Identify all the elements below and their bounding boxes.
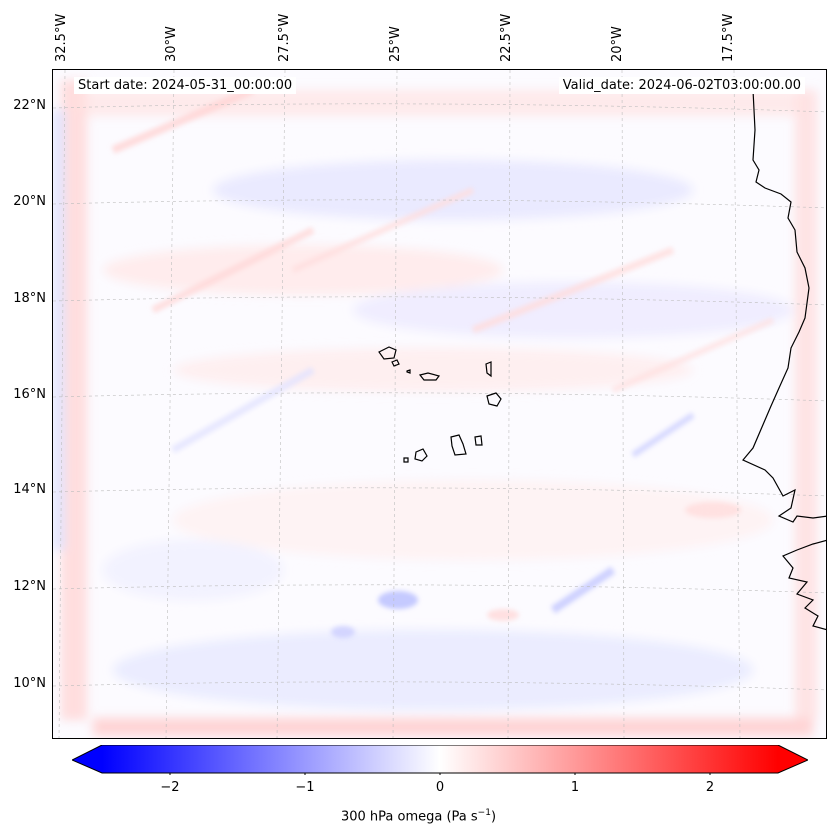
colorbar-outline xyxy=(72,745,808,774)
colorbar-ticks xyxy=(169,773,711,775)
island-maio xyxy=(474,435,483,446)
island-sao-vicente xyxy=(391,359,400,367)
spot-pos-1 xyxy=(487,609,519,621)
graticule xyxy=(53,70,826,738)
parallel-20n xyxy=(53,199,826,209)
spot-neg-2 xyxy=(331,626,355,638)
meridian-30w xyxy=(165,70,175,738)
blob-neg-south xyxy=(113,630,753,710)
lon-label-25w: 25°W xyxy=(388,26,403,62)
meridian-20w xyxy=(621,70,625,738)
island-brava xyxy=(403,457,409,463)
boundary-band-east xyxy=(795,90,817,720)
streak-pos-2 xyxy=(151,226,315,314)
cape-verde-islands xyxy=(378,346,502,463)
streak-pos-5 xyxy=(611,317,775,393)
island-fogo xyxy=(414,448,428,462)
colorbar-extend-max xyxy=(778,745,808,773)
lon-label-32-5w: 32.5°W xyxy=(54,13,69,62)
island-sao-nicolau xyxy=(418,372,441,381)
blob-pos-2 xyxy=(173,348,693,392)
parallel-18n xyxy=(53,296,826,306)
parallel-22n xyxy=(53,103,826,113)
meridian-22-5w xyxy=(507,70,511,738)
colorbar-extend-min xyxy=(72,745,102,773)
streak-pos-1 xyxy=(111,86,255,154)
island-boa-vista xyxy=(486,392,502,407)
blob-neg-north xyxy=(213,160,693,220)
colorbar-label-prefix: 300 hPa omega (Pa s xyxy=(340,809,478,825)
colorbar xyxy=(72,745,808,775)
streak-pos-3 xyxy=(291,187,475,273)
start-date-annotation: Start date: 2024-05-31_00:00:00 xyxy=(74,77,297,94)
meridian-17-5w xyxy=(733,70,741,738)
colorbar-gradient xyxy=(102,745,778,773)
lon-label-30w: 30°W xyxy=(164,26,179,62)
colorbar-tick-label-0: 0 xyxy=(435,780,445,795)
colorbar-tick-label-neg1: −1 xyxy=(295,780,315,795)
colorbar-label: 300 hPa omega (Pa s−1) xyxy=(0,808,837,824)
spot-neg-1 xyxy=(378,591,418,609)
lat-label-18n: 18°N xyxy=(13,291,46,306)
spot-pos-2 xyxy=(685,502,741,518)
island-santo-antao xyxy=(378,346,397,360)
colorbar-label-sup: −1 xyxy=(477,808,491,818)
lon-label-22-5w: 22.5°W xyxy=(499,13,514,62)
lat-label-20n: 20°N xyxy=(13,194,46,209)
boundary-band-west xyxy=(61,80,87,720)
lat-label-16n: 16°N xyxy=(13,387,46,402)
streak-neg-2 xyxy=(631,412,695,458)
map-panel[interactable] xyxy=(52,69,827,739)
lat-label-10n: 10°N xyxy=(13,676,46,691)
meridian-27-5w xyxy=(276,70,286,738)
lat-label-14n: 14°N xyxy=(13,482,46,497)
parallel-16n xyxy=(53,392,826,402)
lat-label-12n: 12°N xyxy=(13,579,46,594)
africa-coast-guinea xyxy=(782,539,826,631)
island-sal xyxy=(485,361,492,378)
parallel-14n xyxy=(53,487,826,497)
meridian-25w xyxy=(392,70,398,738)
lat-label-22n: 22°N xyxy=(13,98,46,113)
valid-date-annotation: Valid_date: 2024-06-02T03:00:00.00 xyxy=(558,77,805,94)
streak-neg-3 xyxy=(171,366,315,454)
colorbar-tick-label-1: 1 xyxy=(570,780,580,795)
meridian-32-5w xyxy=(58,70,66,738)
blob-neg-2 xyxy=(353,282,793,338)
colorbar-tick-label-2: 2 xyxy=(705,780,715,795)
streak-neg-1 xyxy=(550,566,616,614)
island-santiago xyxy=(450,434,467,456)
boundary-band-west-neg xyxy=(53,110,65,550)
island-santa-luzia xyxy=(406,369,411,374)
colorbar-tick-label-neg2: −2 xyxy=(160,780,180,795)
lon-label-20w: 20°W xyxy=(610,26,625,62)
omega-field xyxy=(53,70,826,738)
africa-coastline xyxy=(742,89,826,523)
blob-neg-west xyxy=(103,540,283,600)
boundary-band-south xyxy=(93,718,813,736)
lon-label-17-5w: 17.5°W xyxy=(721,13,736,62)
colorbar-label-suffix: ) xyxy=(490,809,497,825)
streak-pos-4 xyxy=(471,246,675,334)
lon-label-27-5w: 27.5°W xyxy=(277,13,292,62)
parallel-10n xyxy=(53,681,826,691)
blob-pos-3 xyxy=(173,480,773,560)
parallel-12n xyxy=(53,584,826,594)
